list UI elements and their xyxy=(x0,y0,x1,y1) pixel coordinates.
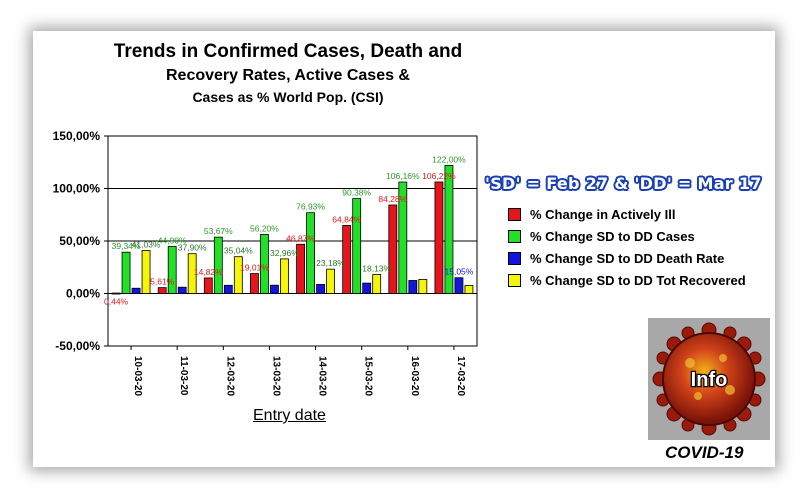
legend-item: % Change in Actively Ill xyxy=(508,203,746,225)
bar xyxy=(203,277,213,294)
chart-title-line1: Trends in Confirmed Cases, Death and xyxy=(113,41,463,62)
data-label: 18,13% xyxy=(362,263,391,273)
bar xyxy=(444,164,454,294)
bar xyxy=(352,198,362,294)
bar xyxy=(177,286,187,294)
virus-icon: Info xyxy=(648,318,770,440)
data-label: 84,28% xyxy=(378,194,407,204)
y-tick-label: 100,00% xyxy=(53,182,101,196)
chart-title: Trends in Confirmed Cases, Death and Rec… xyxy=(93,41,483,105)
x-tick-label: 13-03-20 xyxy=(270,356,281,396)
data-label: 39,34% xyxy=(112,241,141,251)
bar xyxy=(372,274,382,294)
data-label: 90,38% xyxy=(342,188,371,198)
chart-canvas: 150,00% 100,00% 50,00% 0,00% -50,00% 10-03-20… xyxy=(53,129,478,396)
logo-text: Info xyxy=(691,369,728,391)
bar xyxy=(213,236,223,294)
data-label: 19,01% xyxy=(240,263,269,273)
y-tick-label: 0,00% xyxy=(66,287,100,301)
bar xyxy=(388,204,398,294)
bar xyxy=(326,268,335,294)
data-label: 64,84% xyxy=(332,214,361,224)
data-label: 53,67% xyxy=(204,226,233,236)
x-tick-label: 17-03-20 xyxy=(455,356,466,396)
legend-swatch xyxy=(508,273,521,287)
legend-label: % Change SD to DD Cases xyxy=(530,228,695,244)
chart-card: 150,00% 100,00% 50,00% 0,00% -50,00% 10-03-20… xyxy=(33,31,775,467)
x-tick-label: 11-03-20 xyxy=(178,356,189,396)
legend-swatch xyxy=(508,251,521,265)
x-tick-label: 15-03-20 xyxy=(363,356,374,396)
bar xyxy=(260,234,269,294)
legend-label: % Change SD to DD Tot Recovered xyxy=(530,272,746,288)
x-tick-label: 14-03-20 xyxy=(317,356,328,396)
bar xyxy=(280,258,289,294)
y-tick-label: 150,00% xyxy=(53,129,101,143)
bar xyxy=(121,251,131,294)
covid-caption: COVID-19 xyxy=(665,443,744,462)
bar xyxy=(306,212,315,294)
legend-label: % Change SD to DD Death Rate xyxy=(530,250,725,266)
data-label: 106,16% xyxy=(386,171,420,181)
bar xyxy=(418,279,428,294)
chart-legend: % Change in Actively Ill % Change SD to D… xyxy=(508,203,746,291)
data-label: 44,90% xyxy=(158,235,187,245)
data-label: 56,20% xyxy=(250,223,279,233)
bar xyxy=(434,181,444,294)
bar xyxy=(270,284,279,294)
bar xyxy=(398,181,408,294)
y-tick-label: -50,00% xyxy=(55,339,100,353)
bar xyxy=(223,284,233,294)
bar xyxy=(111,292,121,295)
x-axis-title: Entry date xyxy=(253,407,326,424)
data-label: 5,61% xyxy=(150,277,175,287)
x-tick-label: 16-03-20 xyxy=(409,356,420,396)
data-label: 15,05% xyxy=(445,267,474,277)
data-label: 106,22% xyxy=(422,171,456,181)
data-label: 46,87% xyxy=(286,233,315,243)
data-label: 122,00% xyxy=(432,154,466,164)
bar xyxy=(342,225,352,294)
bar xyxy=(233,256,243,294)
data-label: 41,03% xyxy=(132,239,161,249)
bar xyxy=(187,253,197,294)
legend-swatch xyxy=(508,207,521,221)
chart-title-line2: Recovery Rates, Active Cases & xyxy=(166,67,410,84)
data-label: 76,93% xyxy=(296,202,325,212)
data-label: 23,18% xyxy=(316,258,345,268)
bar xyxy=(362,282,372,294)
data-label: 35,04% xyxy=(224,246,253,256)
x-tick-label: 12-03-20 xyxy=(224,356,235,396)
data-label: 37,90% xyxy=(178,243,207,253)
bar xyxy=(464,285,474,294)
chart-title-line3: Cases as % World Pop. (CSI) xyxy=(192,89,384,105)
bar xyxy=(250,273,259,294)
bar xyxy=(157,287,167,294)
legend-item: % Change SD to DD Cases xyxy=(508,225,746,247)
data-label: 0,44% xyxy=(104,297,129,307)
bar xyxy=(141,250,151,294)
legend-swatch xyxy=(508,229,521,243)
y-tick-label: 50,00% xyxy=(59,234,100,248)
bar xyxy=(167,245,177,294)
data-label: 32,96% xyxy=(270,248,299,258)
bar xyxy=(316,284,325,294)
bar xyxy=(296,243,305,294)
legend-item: % Change SD to DD Death Rate xyxy=(508,247,746,269)
legend-item: % Change SD to DD Tot Recovered xyxy=(508,269,746,291)
bar xyxy=(454,277,464,294)
x-tick-label: 10-03-20 xyxy=(132,356,143,396)
data-label: 14,82% xyxy=(194,267,223,277)
date-range-annotation: 'SD' = Feb 27 & 'DD' = Mar 17 xyxy=(485,174,762,193)
bar xyxy=(131,287,141,294)
bar xyxy=(408,280,418,294)
legend-label: % Change in Actively Ill xyxy=(530,206,676,222)
